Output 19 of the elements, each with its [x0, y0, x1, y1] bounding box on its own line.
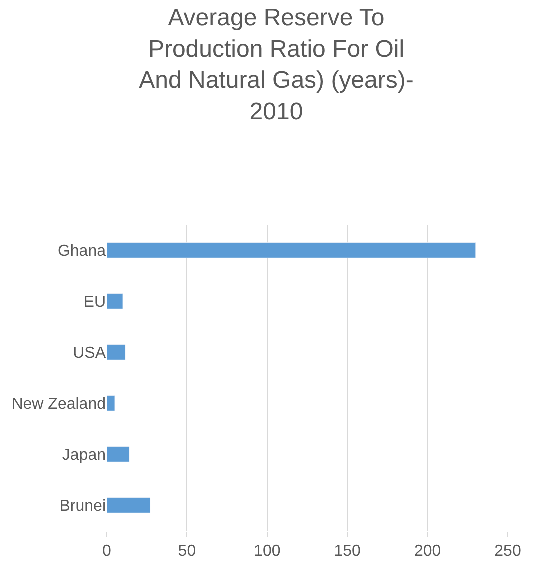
x-tick-label: 200 [414, 543, 442, 560]
x-tick-label: 150 [334, 543, 362, 560]
y-tick-label: EU [84, 294, 106, 312]
y-tick-label: Brunei [60, 498, 106, 516]
x-tick-label: 50 [178, 543, 196, 560]
x-tick-label: 250 [494, 543, 522, 560]
bar [107, 242, 476, 258]
x-tick-label: 100 [254, 543, 281, 560]
chart-title: Average Reserve To Production Ratio For Oil And Natural Gas) (years)- 2010 [139, 4, 414, 126]
y-tick-label: Japan [62, 447, 106, 464]
bar [107, 294, 124, 310]
y-tick-label: USA [73, 345, 106, 362]
bar [107, 498, 151, 514]
bar [107, 446, 130, 462]
bar [107, 344, 126, 360]
x-tick-label: 0 [102, 543, 112, 560]
y-tick-label: Ghana [58, 243, 106, 260]
y-tick-label: New Zealand [12, 396, 106, 414]
bar [107, 396, 116, 412]
